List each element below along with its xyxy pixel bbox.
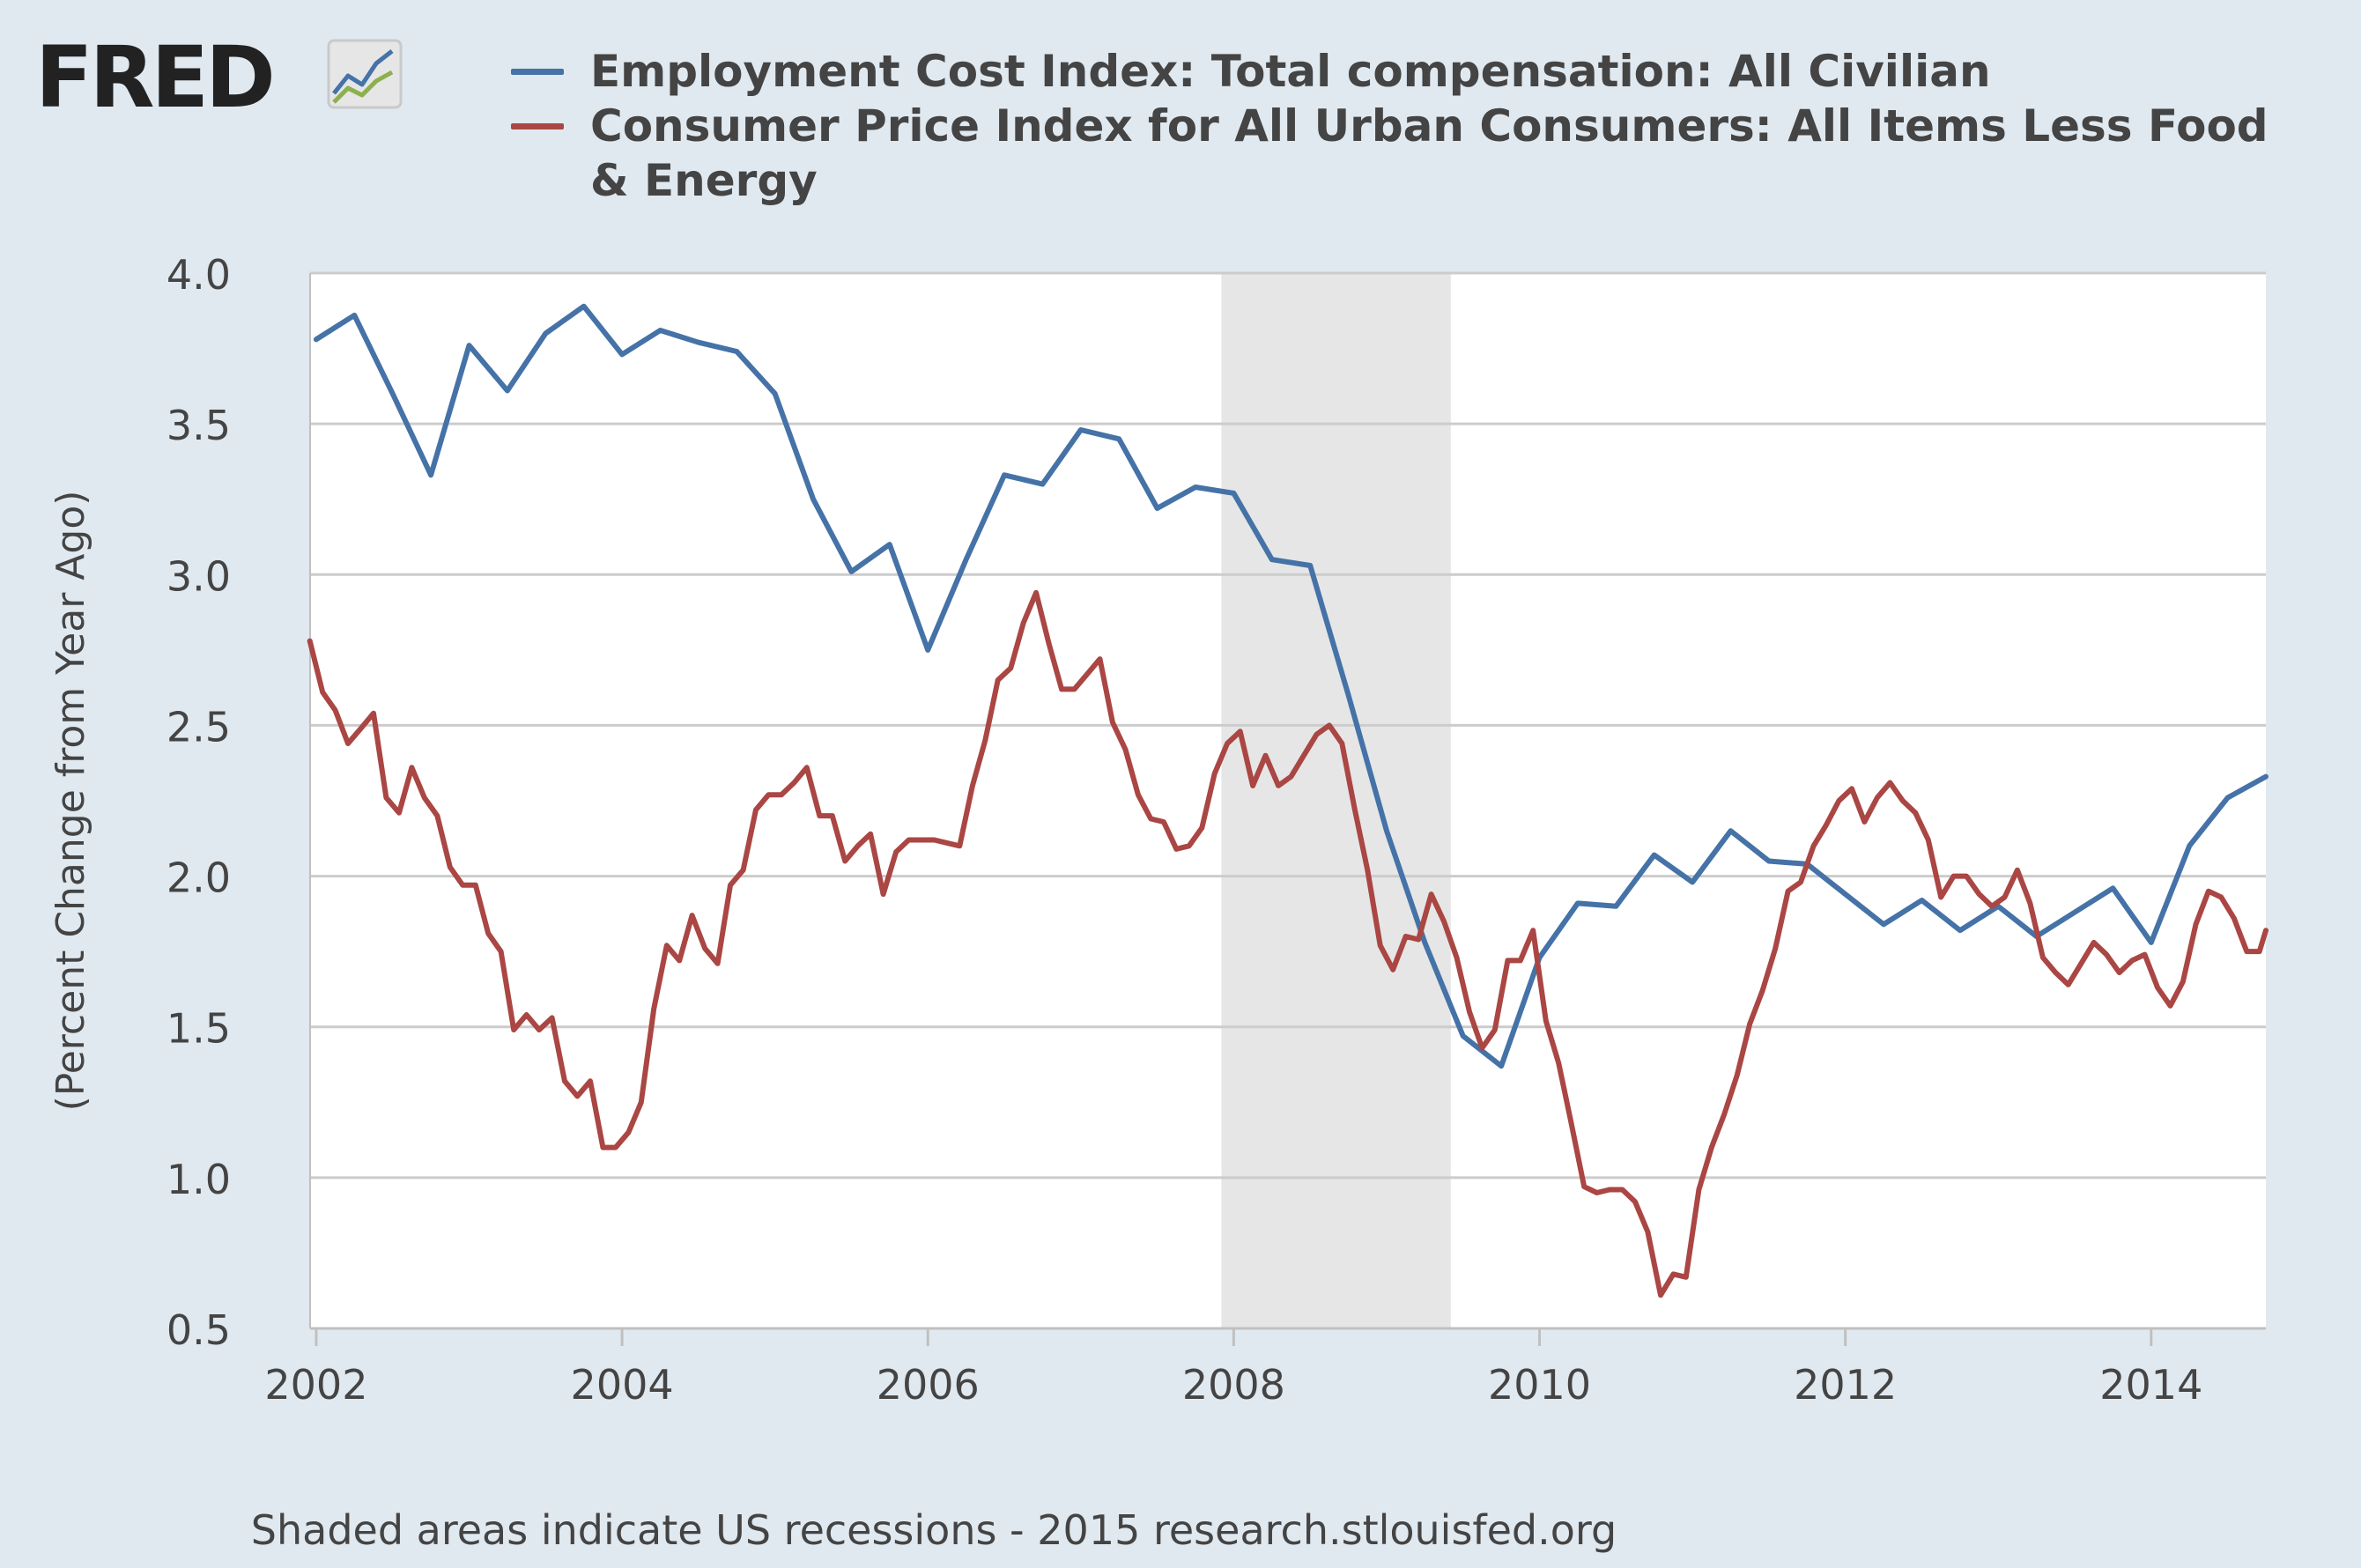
legend-item-cpi[interactable]: Consumer Price Index for All Urban Consu…	[511, 99, 2317, 208]
legend-label-cpi: Consumer Price Index for All Urban Consu…	[590, 100, 2268, 206]
chart-legend: Employment Cost Index: Total compensatio…	[511, 44, 2317, 208]
series-line-1	[307, 589, 2268, 1298]
legend-label-eci: Employment Cost Index: Total compensatio…	[590, 46, 1991, 97]
x-tick-label: 2006	[877, 1361, 980, 1409]
line-chart: 0.5 1.0 1.5 2.0 2.5 3.0 3.5 4.0 2002 2004 2006 2008…	[48, 251, 2268, 1409]
y-axis-label: (Percent Change from Year Ago)	[48, 491, 93, 1112]
x-tick-label: 2002	[264, 1361, 367, 1409]
series-line-0	[313, 303, 2268, 1069]
line-chart-icon	[327, 39, 403, 109]
y-tick-label: 2.5	[167, 703, 231, 751]
legend-swatch-cpi	[511, 123, 564, 129]
y-tick-label: 1.0	[167, 1156, 231, 1203]
y-tick-label: 1.5	[167, 1005, 231, 1053]
x-tick-label: 2004	[571, 1361, 674, 1409]
y-tick-label: 4.0	[167, 251, 231, 299]
y-tick-label: 3.0	[167, 552, 231, 600]
x-tick-label: 2010	[1488, 1361, 1591, 1409]
legend-item-eci[interactable]: Employment Cost Index: Total compensatio…	[511, 44, 2317, 99]
legend-swatch-eci	[511, 69, 564, 75]
y-tick-label: 2.0	[167, 854, 231, 902]
x-tick-label: 2008	[1182, 1361, 1285, 1409]
y-tick-label: 0.5	[167, 1306, 231, 1354]
y-tick-label: 3.5	[167, 402, 231, 449]
x-tick-label: 2014	[2099, 1361, 2202, 1409]
recession-shade-0	[1221, 273, 1451, 1328]
x-tick-label: 2012	[1794, 1361, 1897, 1409]
fred-logo-text: FRED	[35, 28, 276, 127]
recession-footnote: Shaded areas indicate US recessions - 20…	[250, 1506, 1617, 1554]
